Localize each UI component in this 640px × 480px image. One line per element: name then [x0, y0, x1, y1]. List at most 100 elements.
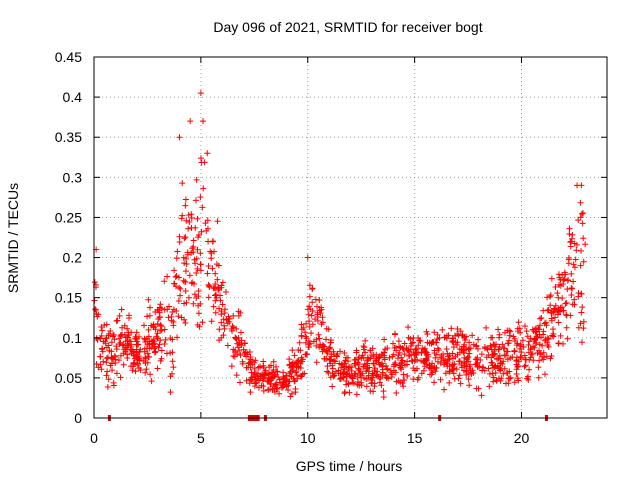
data-point	[291, 352, 298, 359]
data-point	[392, 361, 399, 368]
data-point	[118, 306, 125, 313]
data-point	[569, 301, 576, 308]
data-point	[257, 363, 264, 370]
data-point	[359, 352, 366, 359]
data-point	[333, 352, 340, 359]
data-point	[443, 332, 450, 339]
data-point	[117, 352, 124, 359]
data-point	[517, 329, 524, 336]
data-point	[148, 337, 155, 344]
data-point	[580, 258, 587, 265]
data-point	[401, 362, 408, 369]
data-point	[101, 322, 108, 329]
data-point	[398, 366, 405, 373]
data-point	[346, 389, 353, 396]
data-point	[295, 357, 302, 364]
data-point	[130, 363, 137, 370]
data-point	[280, 369, 287, 376]
data-point	[499, 341, 506, 348]
data-point	[547, 292, 554, 299]
data-point	[507, 374, 514, 381]
data-point	[548, 315, 555, 322]
data-point	[401, 340, 408, 347]
data-point	[292, 369, 299, 376]
data-point	[325, 369, 332, 376]
data-point	[110, 379, 117, 386]
data-point	[103, 335, 110, 342]
data-point	[213, 261, 220, 268]
data-point	[455, 375, 462, 382]
data-point	[501, 329, 508, 336]
data-point	[572, 256, 579, 263]
data-point	[352, 370, 359, 377]
data-point	[185, 211, 192, 218]
data-point	[186, 272, 193, 279]
data-point	[525, 342, 532, 349]
data-point	[461, 341, 468, 348]
data-point	[224, 320, 231, 327]
data-point	[197, 267, 204, 274]
data-point	[454, 325, 461, 332]
data-point	[354, 373, 361, 380]
data-point	[432, 368, 439, 375]
data-point	[511, 379, 518, 386]
data-point	[204, 217, 211, 224]
data-point	[308, 312, 315, 319]
data-point	[497, 367, 504, 374]
data-point	[510, 333, 517, 340]
data-point	[169, 370, 176, 377]
data-point	[434, 358, 441, 365]
data-point	[273, 379, 280, 386]
data-point	[375, 359, 382, 366]
data-point	[315, 331, 322, 338]
y-tick-label: 0.15	[55, 290, 82, 306]
data-point	[182, 196, 189, 203]
data-point	[492, 369, 499, 376]
data-point	[398, 359, 405, 366]
data-point	[99, 348, 106, 355]
data-point	[466, 339, 473, 346]
data-point	[186, 219, 193, 226]
data-point	[195, 287, 202, 294]
data-point	[395, 338, 402, 345]
data-point	[209, 238, 216, 245]
data-point	[289, 363, 296, 370]
data-point	[579, 304, 586, 311]
data-point	[365, 356, 372, 363]
data-point	[150, 324, 157, 331]
data-point	[540, 331, 547, 338]
data-point	[309, 286, 316, 293]
data-point	[578, 247, 585, 254]
data-point	[216, 305, 223, 312]
data-point	[230, 312, 237, 319]
data-point	[528, 351, 535, 358]
data-point	[120, 361, 127, 368]
data-point	[579, 220, 586, 227]
data-point	[497, 366, 504, 373]
data-point	[450, 370, 457, 377]
data-point	[105, 376, 112, 383]
data-point	[260, 358, 267, 365]
data-point	[473, 356, 480, 363]
data-point	[205, 262, 212, 269]
data-point	[167, 349, 174, 356]
data-point	[235, 308, 242, 315]
data-point	[491, 363, 498, 370]
data-point	[294, 375, 301, 382]
data-point	[221, 322, 228, 329]
data-point	[107, 362, 114, 369]
data-point	[237, 352, 244, 359]
data-point	[157, 327, 164, 334]
data-point	[251, 359, 258, 366]
data-point	[466, 350, 473, 357]
data-point	[161, 306, 168, 313]
data-point	[217, 292, 224, 299]
data-point	[135, 355, 142, 362]
y-tick-label: 0.1	[63, 330, 83, 346]
data-point	[561, 275, 568, 282]
data-point	[414, 376, 421, 383]
data-point	[363, 383, 370, 390]
data-point	[515, 319, 522, 326]
data-point	[327, 356, 334, 363]
